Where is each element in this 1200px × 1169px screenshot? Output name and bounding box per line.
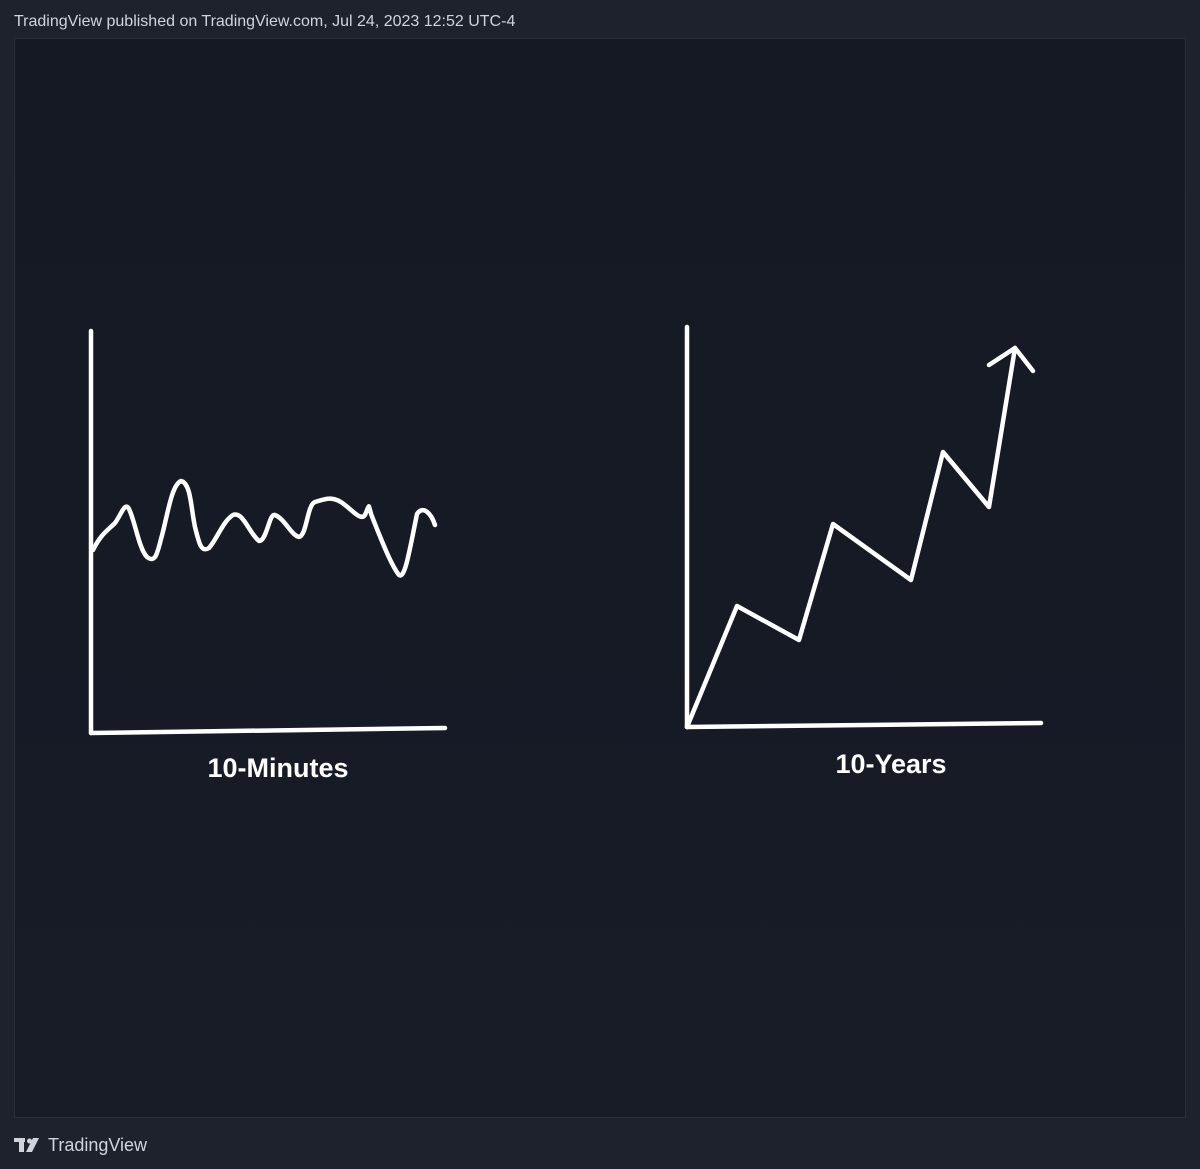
publish-info: TradingView published on TradingView.com… <box>14 13 516 30</box>
tradingview-logo-icon <box>14 1138 39 1152</box>
sketch-drawing <box>88 324 1044 736</box>
footer: TradingView <box>14 1132 147 1158</box>
right-arrow-head <box>986 345 1036 374</box>
footer-brand: TradingView <box>48 1134 148 1155</box>
right-uptrend-line <box>684 345 1018 730</box>
left-choppy-line <box>90 478 438 578</box>
right-x-axis <box>684 720 1044 730</box>
sketch-10-years <box>684 324 1044 730</box>
label-10-minutes: 10-Minutes <box>207 753 349 783</box>
sketch-10-minutes <box>88 328 448 736</box>
label-10-years: 10-Years <box>835 749 947 779</box>
chart-canvas: 10-Minutes 10-Years <box>14 38 1186 1118</box>
left-x-axis <box>88 725 448 736</box>
